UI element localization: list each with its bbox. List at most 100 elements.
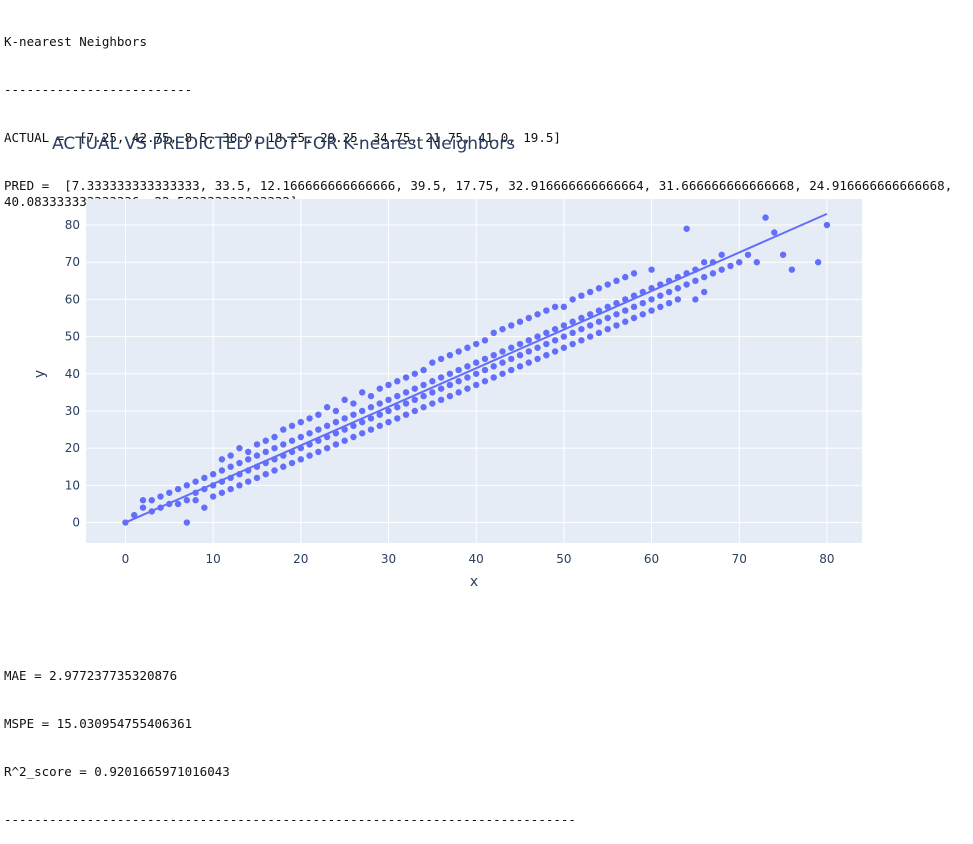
data-point [525, 359, 533, 366]
data-point [174, 485, 182, 493]
data-point [543, 340, 550, 348]
data-point [315, 411, 322, 418]
data-point [262, 437, 269, 444]
data-point [604, 314, 611, 322]
data-point [613, 322, 620, 329]
data-point [367, 426, 375, 433]
data-point [508, 355, 515, 363]
data-point [341, 396, 348, 404]
data-point [490, 374, 497, 381]
data-point [367, 415, 375, 422]
data-point [367, 392, 375, 400]
data-point [560, 344, 568, 351]
y-tick-label: 80 [65, 218, 80, 232]
console-output-metrics: MAE = 2.977237735320876 MSPE = 15.030954… [4, 636, 576, 844]
data-point [411, 370, 419, 377]
data-point [376, 385, 383, 392]
data-point [437, 396, 445, 404]
data-point [788, 266, 796, 273]
data-point [359, 430, 366, 437]
x-tick-label: 20 [293, 552, 308, 566]
data-point [455, 378, 462, 385]
data-points [122, 212, 831, 526]
data-point [464, 374, 471, 381]
data-point [446, 351, 454, 359]
data-point [271, 433, 278, 441]
data-point [481, 355, 489, 363]
data-point [692, 277, 699, 285]
data-point [139, 504, 147, 511]
data-point [385, 396, 392, 404]
data-point [490, 363, 497, 370]
data-point [245, 456, 252, 463]
data-point [157, 493, 164, 500]
data-point [183, 497, 191, 504]
data-point [499, 325, 506, 333]
data-point [297, 418, 305, 426]
data-point [218, 467, 226, 474]
y-tick-label: 50 [65, 330, 80, 344]
data-point [578, 314, 585, 322]
data-point [262, 471, 269, 478]
data-point [227, 463, 234, 470]
data-point [534, 311, 541, 318]
data-point [420, 381, 427, 389]
data-point [499, 370, 506, 377]
data-point [341, 426, 348, 433]
data-point [648, 307, 655, 314]
data-point [183, 519, 191, 526]
data-point [332, 418, 340, 426]
data-point [332, 441, 340, 448]
data-point [657, 292, 664, 299]
data-point [350, 433, 357, 441]
data-point [385, 407, 392, 415]
data-point [516, 340, 524, 348]
data-point [674, 296, 682, 303]
data-point [534, 344, 541, 351]
data-point [595, 285, 603, 292]
data-point [411, 385, 419, 392]
data-point [534, 333, 541, 340]
data-point [674, 285, 682, 292]
data-point [543, 307, 550, 314]
data-point [727, 262, 734, 270]
data-point [280, 441, 287, 448]
data-point [595, 318, 603, 325]
data-point [446, 370, 454, 377]
data-point [472, 381, 480, 389]
data-point [236, 444, 243, 452]
data-point [551, 325, 559, 333]
data-point [280, 463, 287, 470]
data-point [700, 288, 708, 296]
fit-line [125, 212, 828, 524]
data-point [402, 400, 410, 407]
data-point [490, 351, 497, 359]
data-point [429, 389, 436, 396]
data-point [578, 337, 585, 344]
data-point [648, 296, 655, 303]
data-point [639, 311, 646, 318]
data-point [359, 407, 366, 415]
data-point [429, 359, 436, 366]
data-point [630, 270, 638, 277]
y-tick-label: 20 [65, 441, 80, 455]
data-point [700, 273, 708, 281]
data-point [814, 259, 822, 266]
data-point [429, 378, 436, 385]
data-point [525, 314, 533, 322]
data-point [192, 478, 199, 485]
data-point [472, 359, 480, 366]
data-point [779, 251, 787, 258]
data-point [586, 333, 594, 340]
data-point [534, 355, 541, 363]
x-tick-label: 80 [819, 552, 834, 566]
data-point [455, 389, 462, 396]
chart-title: ACTUAL VS PREDICTED PLOT FOR K-nearest N… [52, 134, 515, 154]
data-point [394, 404, 401, 411]
mae-line: MAE = 2.977237735320876 [4, 668, 178, 683]
data-point [560, 333, 568, 340]
data-point [595, 329, 603, 337]
data-point [639, 299, 646, 307]
data-point [253, 441, 261, 448]
data-point [525, 337, 533, 344]
